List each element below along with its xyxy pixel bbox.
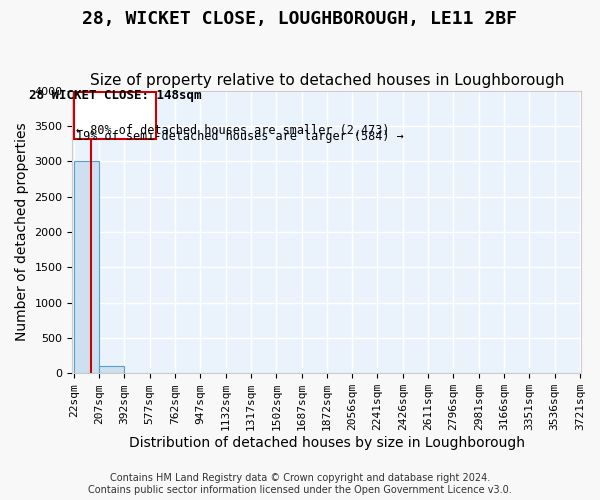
Text: 28 WICKET CLOSE: 148sqm: 28 WICKET CLOSE: 148sqm [29, 90, 201, 102]
Text: 19% of semi-detached houses are larger (584) →: 19% of semi-detached houses are larger (… [76, 130, 404, 143]
Bar [99, 366, 124, 374]
Title: Size of property relative to detached houses in Loughborough: Size of property relative to detached ho… [89, 73, 564, 88]
FancyBboxPatch shape [74, 92, 155, 138]
Y-axis label: Number of detached properties: Number of detached properties [15, 122, 29, 342]
X-axis label: Distribution of detached houses by size in Loughborough: Distribution of detached houses by size … [129, 436, 525, 450]
Text: Contains HM Land Registry data © Crown copyright and database right 2024.
Contai: Contains HM Land Registry data © Crown c… [88, 474, 512, 495]
Text: ← 80% of detached houses are smaller (2,473): ← 80% of detached houses are smaller (2,… [76, 124, 389, 136]
Text: 28, WICKET CLOSE, LOUGHBOROUGH, LE11 2BF: 28, WICKET CLOSE, LOUGHBOROUGH, LE11 2BF [83, 10, 517, 28]
Bar [74, 162, 99, 374]
